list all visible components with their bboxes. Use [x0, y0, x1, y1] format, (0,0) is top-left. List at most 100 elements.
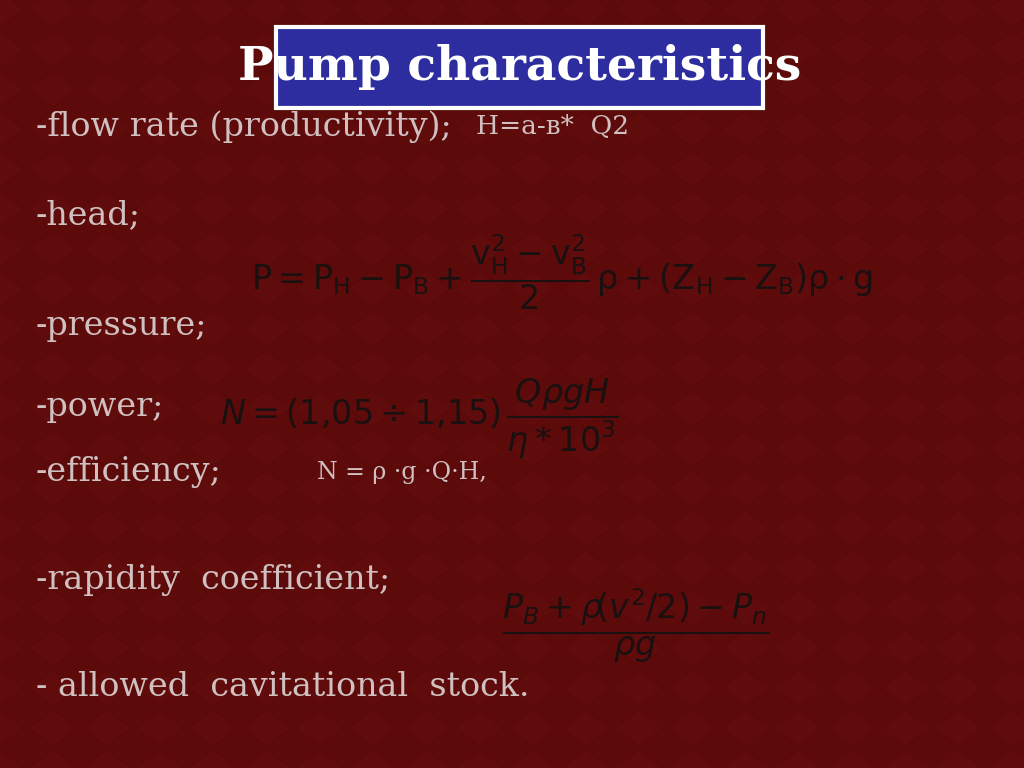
Polygon shape: [189, 151, 237, 187]
Polygon shape: [988, 311, 1024, 346]
Polygon shape: [882, 391, 929, 426]
Polygon shape: [562, 551, 609, 586]
Polygon shape: [0, 71, 24, 107]
Polygon shape: [615, 311, 663, 346]
Polygon shape: [136, 511, 183, 546]
Polygon shape: [509, 271, 556, 306]
Polygon shape: [136, 591, 183, 626]
Polygon shape: [349, 71, 396, 107]
Polygon shape: [189, 631, 237, 666]
Polygon shape: [775, 0, 822, 27]
Polygon shape: [83, 710, 130, 746]
Polygon shape: [0, 750, 24, 768]
Polygon shape: [935, 191, 982, 227]
Polygon shape: [296, 511, 343, 546]
Polygon shape: [136, 431, 183, 466]
Polygon shape: [243, 351, 290, 386]
Polygon shape: [669, 191, 716, 227]
Polygon shape: [83, 551, 130, 586]
Polygon shape: [349, 351, 396, 386]
Polygon shape: [722, 31, 769, 67]
Polygon shape: [509, 311, 556, 346]
Polygon shape: [935, 471, 982, 506]
Polygon shape: [615, 391, 663, 426]
Polygon shape: [456, 710, 503, 746]
Polygon shape: [722, 271, 769, 306]
Polygon shape: [828, 31, 876, 67]
Polygon shape: [935, 31, 982, 67]
Polygon shape: [456, 471, 503, 506]
Polygon shape: [562, 750, 609, 768]
Polygon shape: [136, 0, 183, 27]
Polygon shape: [83, 191, 130, 227]
Polygon shape: [882, 551, 929, 586]
Polygon shape: [0, 471, 24, 506]
Polygon shape: [722, 750, 769, 768]
Polygon shape: [136, 271, 183, 306]
Polygon shape: [189, 551, 237, 586]
Polygon shape: [296, 71, 343, 107]
Polygon shape: [882, 151, 929, 187]
Text: -power;: -power;: [36, 391, 164, 423]
Polygon shape: [828, 151, 876, 187]
Polygon shape: [669, 631, 716, 666]
Polygon shape: [456, 151, 503, 187]
Polygon shape: [775, 191, 822, 227]
Polygon shape: [722, 511, 769, 546]
Polygon shape: [669, 231, 716, 266]
Polygon shape: [669, 111, 716, 147]
Polygon shape: [722, 151, 769, 187]
Polygon shape: [935, 311, 982, 346]
Polygon shape: [562, 31, 609, 67]
Polygon shape: [669, 31, 716, 67]
Polygon shape: [243, 311, 290, 346]
Polygon shape: [828, 271, 876, 306]
Text: -flow rate (productivity);: -flow rate (productivity);: [36, 111, 452, 143]
Polygon shape: [615, 551, 663, 586]
Polygon shape: [722, 710, 769, 746]
Polygon shape: [669, 471, 716, 506]
Polygon shape: [296, 431, 343, 466]
Polygon shape: [562, 191, 609, 227]
Text: - allowed  cavitational  stock.: - allowed cavitational stock.: [36, 671, 529, 703]
Polygon shape: [456, 71, 503, 107]
Text: $\mathrm{P = P_H - P_B + \dfrac{v_H^2 - v_B^2}{2}\,\rho + (Z_H - Z_B)\rho \cdot : $\mathrm{P = P_H - P_B + \dfrac{v_H^2 - …: [251, 233, 872, 313]
Polygon shape: [30, 471, 77, 506]
Polygon shape: [988, 151, 1024, 187]
Polygon shape: [935, 391, 982, 426]
Polygon shape: [349, 551, 396, 586]
Polygon shape: [509, 31, 556, 67]
Text: Pump characteristics: Pump characteristics: [238, 45, 802, 90]
Polygon shape: [615, 271, 663, 306]
Polygon shape: [562, 111, 609, 147]
Polygon shape: [882, 351, 929, 386]
Polygon shape: [988, 351, 1024, 386]
Polygon shape: [30, 231, 77, 266]
Polygon shape: [83, 591, 130, 626]
Polygon shape: [296, 191, 343, 227]
Polygon shape: [562, 71, 609, 107]
Polygon shape: [828, 631, 876, 666]
Polygon shape: [509, 551, 556, 586]
Polygon shape: [0, 111, 24, 147]
Polygon shape: [722, 431, 769, 466]
Polygon shape: [243, 151, 290, 187]
Polygon shape: [136, 471, 183, 506]
Polygon shape: [882, 471, 929, 506]
Polygon shape: [402, 0, 450, 27]
Polygon shape: [243, 271, 290, 306]
Polygon shape: [0, 351, 24, 386]
Polygon shape: [0, 271, 24, 306]
Polygon shape: [30, 71, 77, 107]
Polygon shape: [509, 591, 556, 626]
Polygon shape: [456, 351, 503, 386]
Polygon shape: [136, 551, 183, 586]
Polygon shape: [402, 311, 450, 346]
Polygon shape: [456, 271, 503, 306]
Polygon shape: [988, 71, 1024, 107]
Polygon shape: [402, 471, 450, 506]
Polygon shape: [402, 231, 450, 266]
Polygon shape: [0, 631, 24, 666]
Polygon shape: [615, 151, 663, 187]
Polygon shape: [562, 391, 609, 426]
